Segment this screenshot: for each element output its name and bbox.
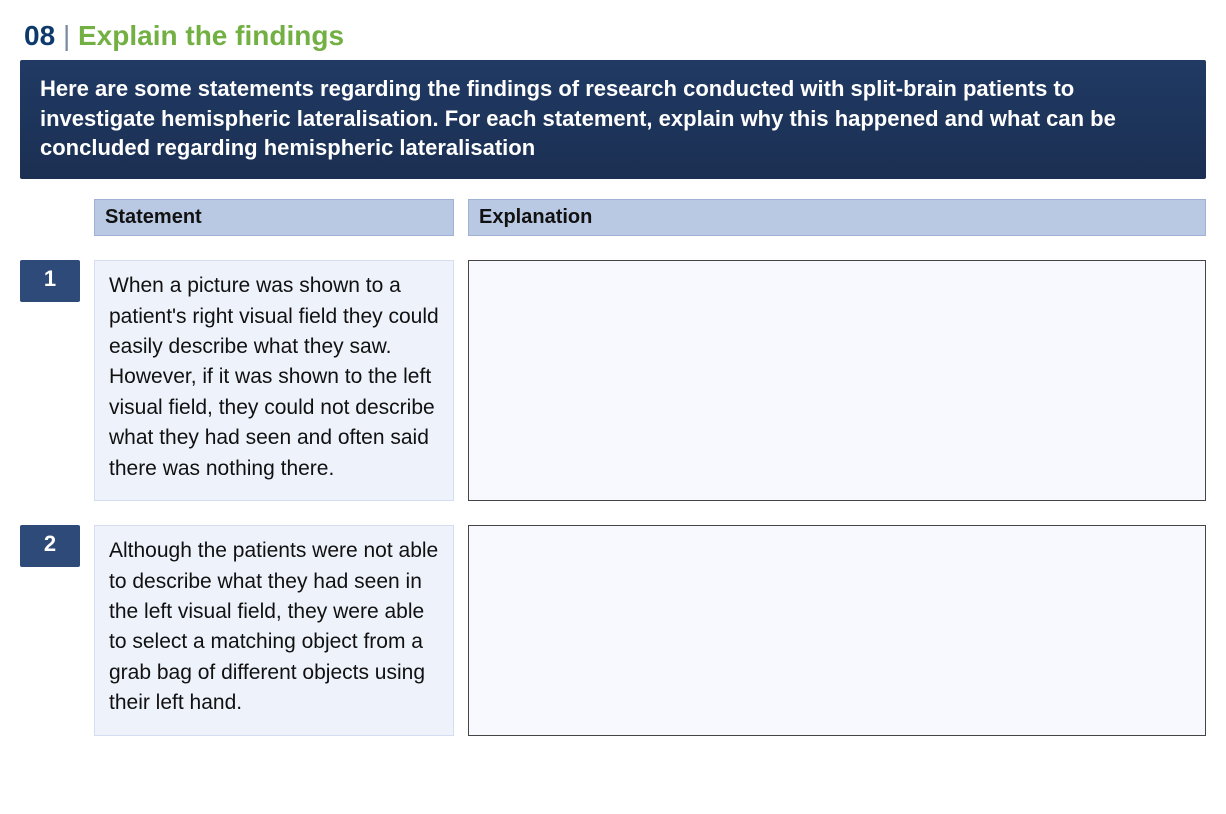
statement-cell: Although the patients were not able to d… bbox=[94, 525, 454, 736]
explanation-cell[interactable] bbox=[468, 260, 1206, 501]
header-explanation: Explanation bbox=[468, 199, 1206, 236]
row-number: 1 bbox=[20, 260, 80, 302]
header-blank bbox=[20, 199, 80, 236]
statement-cell: When a picture was shown to a patient's … bbox=[94, 260, 454, 501]
section-heading: 08 | Explain the findings bbox=[20, 20, 1206, 52]
worksheet-table: Statement Explanation 1 When a picture w… bbox=[20, 199, 1206, 736]
row-number: 2 bbox=[20, 525, 80, 567]
heading-separator: | bbox=[63, 20, 70, 51]
heading-number: 08 bbox=[24, 20, 55, 51]
heading-title: Explain the findings bbox=[78, 20, 344, 51]
instructions-box: Here are some statements regarding the f… bbox=[20, 60, 1206, 179]
header-statement: Statement bbox=[94, 199, 454, 236]
explanation-cell[interactable] bbox=[468, 525, 1206, 736]
